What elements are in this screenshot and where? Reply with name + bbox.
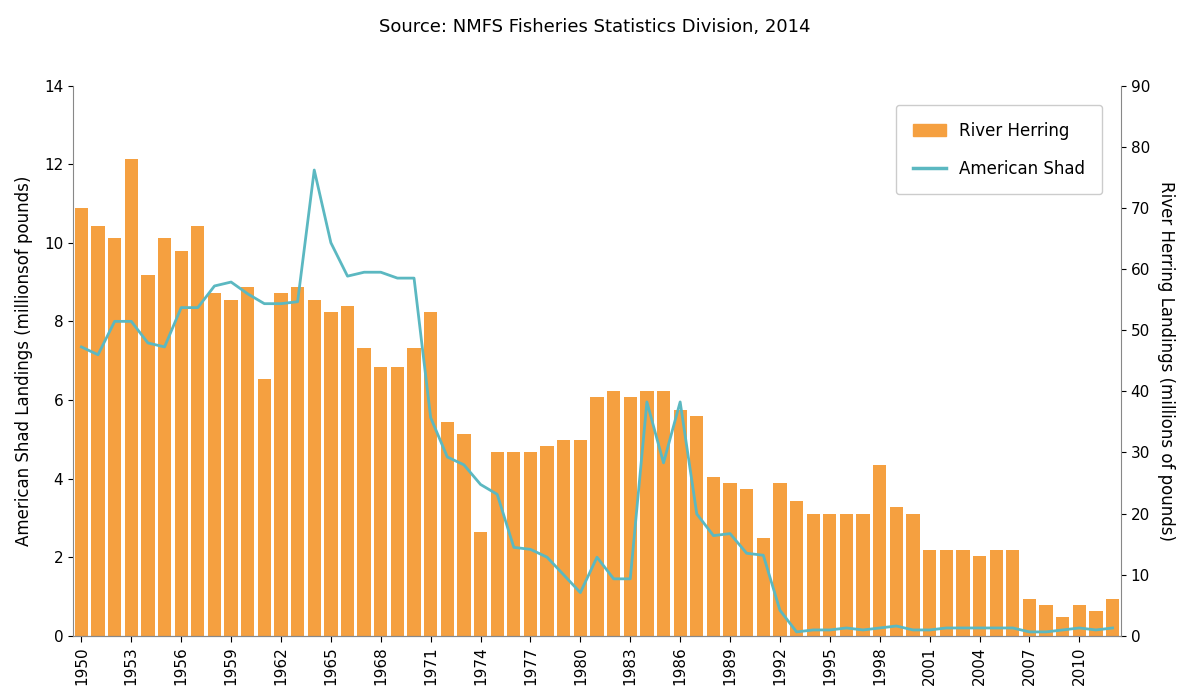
Bar	[640, 391, 653, 636]
Bar	[142, 275, 155, 636]
Bar	[175, 251, 188, 636]
Bar	[774, 483, 787, 636]
Bar	[158, 239, 171, 636]
Bar	[890, 508, 903, 636]
Bar	[674, 410, 687, 636]
Y-axis label: River Herring Landings (millions of pounds): River Herring Landings (millions of poun…	[1157, 181, 1175, 540]
Bar	[390, 367, 405, 636]
Bar	[757, 538, 770, 636]
Bar	[574, 440, 587, 636]
Y-axis label: American Shad Landings (millionsof pounds): American Shad Landings (millionsof pound…	[15, 176, 33, 546]
Bar	[108, 239, 121, 636]
Bar	[440, 422, 453, 636]
Text: Source: NMFS Fisheries Statistics Division, 2014: Source: NMFS Fisheries Statistics Divisi…	[380, 18, 810, 36]
Bar	[873, 465, 887, 636]
Bar	[307, 300, 321, 636]
Bar	[324, 312, 338, 636]
Bar	[1039, 606, 1053, 636]
Bar	[92, 226, 105, 636]
Bar	[1089, 611, 1103, 636]
Bar	[607, 391, 620, 636]
Bar	[690, 416, 703, 636]
Bar	[923, 550, 937, 636]
Bar	[624, 398, 637, 636]
Bar	[907, 514, 920, 636]
Bar	[340, 306, 355, 636]
Bar	[424, 312, 438, 636]
Bar	[1006, 550, 1020, 636]
Bar	[790, 501, 803, 636]
Bar	[590, 398, 603, 636]
Bar	[707, 477, 720, 636]
Bar	[807, 514, 820, 636]
Bar	[407, 349, 421, 636]
Bar	[840, 514, 853, 636]
Bar	[823, 514, 837, 636]
Legend: River Herring, American Shad: River Herring, American Shad	[896, 105, 1102, 194]
Bar	[75, 208, 88, 636]
Bar	[940, 550, 953, 636]
Bar	[857, 514, 870, 636]
Bar	[1022, 599, 1036, 636]
Bar	[490, 452, 503, 636]
Bar	[957, 550, 970, 636]
Bar	[540, 447, 553, 636]
Bar	[357, 349, 371, 636]
Bar	[740, 489, 753, 636]
Bar	[457, 434, 470, 636]
Bar	[1106, 599, 1120, 636]
Bar	[973, 556, 987, 636]
Bar	[208, 293, 221, 636]
Bar	[275, 293, 288, 636]
Bar	[125, 159, 138, 636]
Bar	[192, 226, 205, 636]
Bar	[724, 483, 737, 636]
Bar	[1072, 606, 1086, 636]
Bar	[258, 379, 271, 636]
Bar	[557, 440, 570, 636]
Bar	[1056, 617, 1070, 636]
Bar	[990, 550, 1003, 636]
Bar	[225, 300, 238, 636]
Bar	[507, 452, 520, 636]
Bar	[292, 287, 305, 636]
Bar	[524, 452, 537, 636]
Bar	[474, 532, 487, 636]
Bar	[242, 287, 255, 636]
Bar	[657, 391, 670, 636]
Bar	[374, 367, 388, 636]
